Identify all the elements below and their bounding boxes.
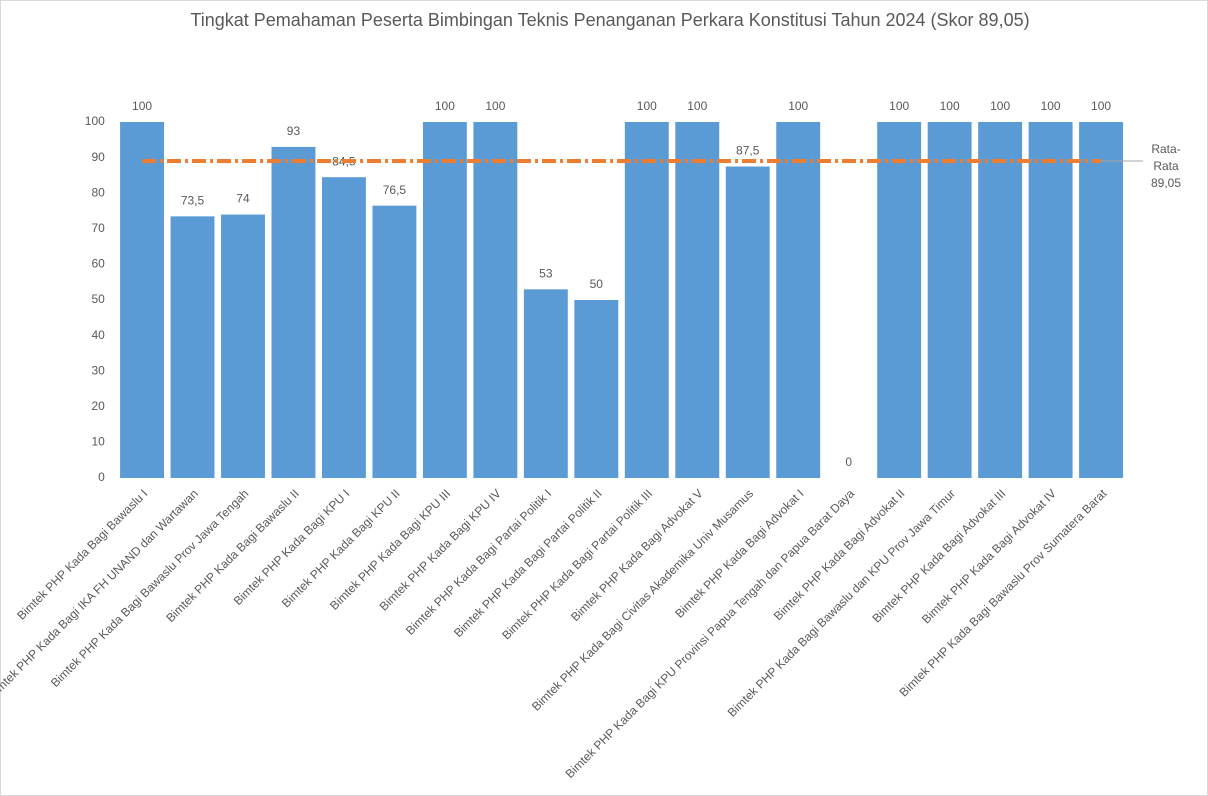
value-label: 100 (1041, 99, 1061, 113)
bar (927, 122, 972, 478)
bar (372, 205, 417, 478)
y-tick-label: 30 (91, 363, 105, 377)
value-label: 100 (990, 99, 1010, 113)
bar (978, 122, 1023, 478)
y-tick-label: 20 (91, 399, 105, 413)
bar (877, 122, 922, 478)
y-tick-label: 90 (91, 150, 105, 164)
y-tick-label: 80 (91, 185, 105, 199)
y-tick-label: 70 (91, 221, 105, 235)
bar (624, 122, 669, 478)
bar (422, 122, 467, 478)
value-label: 0 (845, 455, 852, 469)
bar (725, 166, 770, 478)
bar (321, 177, 366, 478)
value-label: 100 (687, 99, 707, 113)
y-tick-label: 40 (91, 328, 105, 342)
value-label: 87,5 (736, 144, 760, 158)
bar (170, 216, 215, 478)
value-label: 100 (940, 99, 960, 113)
bar (221, 214, 265, 478)
value-label: 100 (788, 99, 808, 113)
bar (1028, 122, 1073, 478)
value-label: 100 (889, 99, 909, 113)
bar (473, 122, 518, 478)
y-tick-label: 100 (85, 114, 105, 128)
y-tick-label: 0 (98, 470, 105, 484)
value-label: 100 (132, 99, 152, 113)
y-tick-label: 50 (91, 292, 105, 306)
bar (271, 146, 316, 479)
chart-title: Tingkat Pemahaman Peserta Bimbingan Tekn… (190, 10, 1029, 30)
value-label: 100 (1091, 99, 1111, 113)
value-label: 93 (287, 124, 301, 138)
value-label: 76,5 (383, 183, 407, 197)
bar (120, 122, 164, 478)
value-label: 73,5 (181, 194, 205, 208)
value-label: 100 (435, 99, 455, 113)
value-label: 100 (485, 99, 505, 113)
bar (776, 122, 821, 478)
bar (574, 300, 619, 478)
average-value: 89,05 (1150, 175, 1182, 190)
average-label: Rata-Rata 89,05 (1143, 141, 1189, 192)
average-name: Rata-Rata (1151, 141, 1181, 173)
bar (523, 289, 568, 478)
bar (675, 122, 720, 478)
y-tick-label: 10 (91, 435, 105, 449)
value-label: 74 (236, 192, 250, 206)
y-tick-label: 60 (91, 257, 105, 271)
value-label: 50 (590, 277, 604, 291)
value-label: 53 (539, 266, 553, 280)
value-label: 100 (637, 99, 657, 113)
bar (1079, 122, 1124, 478)
